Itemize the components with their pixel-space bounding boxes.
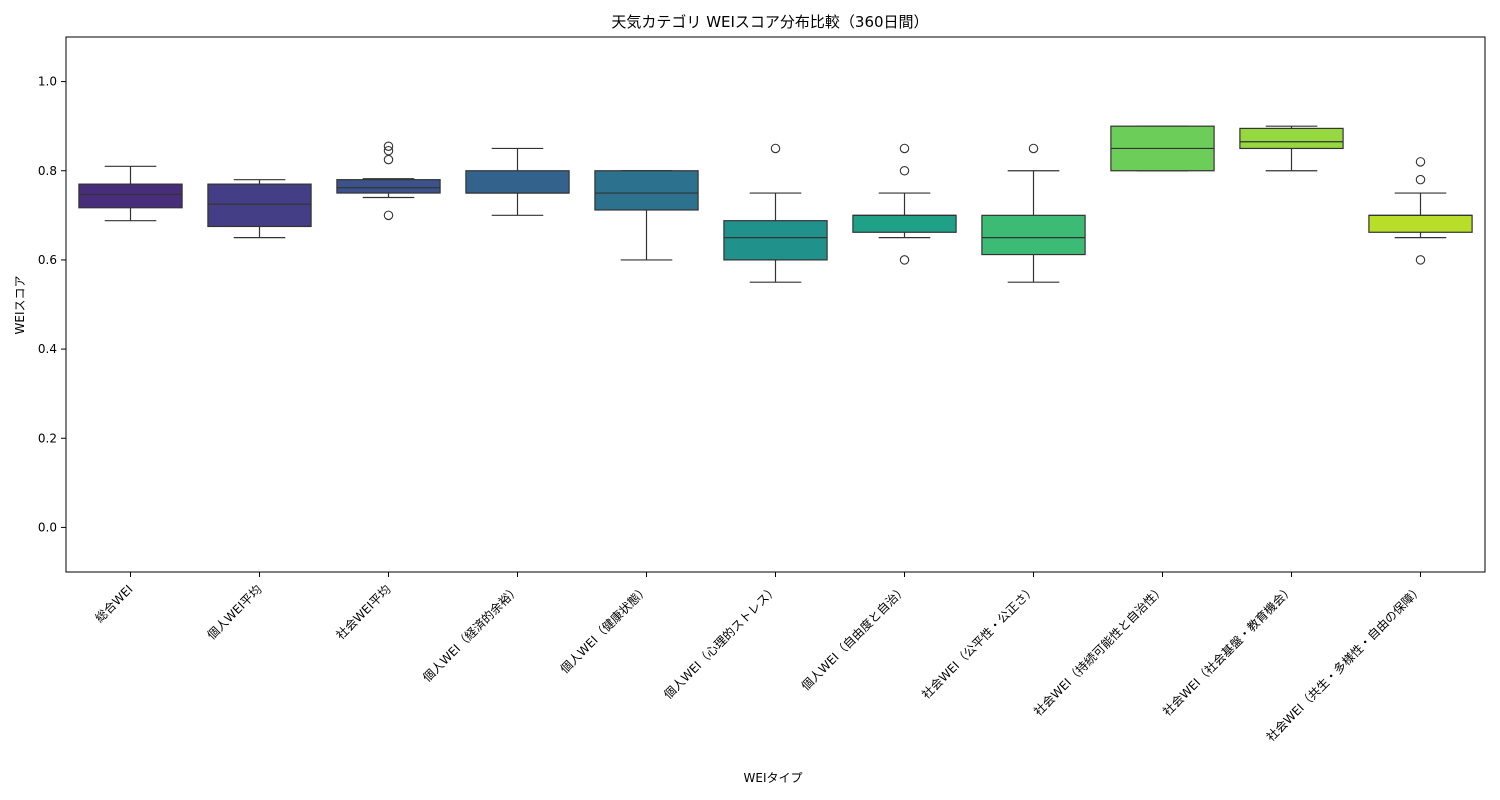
outlier-point — [383, 210, 394, 221]
y-tick-label: 0.4 — [38, 342, 57, 356]
outlier-point — [1415, 174, 1426, 185]
outlier-point — [383, 141, 394, 151]
outlier-point — [1415, 157, 1426, 167]
plot-frame — [65, 36, 1486, 573]
x-tick-label: 社会WEI（持続可能性と自治性） — [1030, 582, 1167, 719]
y-tick-label: 0.6 — [38, 253, 57, 267]
outlier-point — [770, 143, 781, 154]
x-tick-label: 個人WEI（健康状態） — [557, 582, 652, 677]
x-tick-label: 社会WEI（共生・多様性・自由の保障） — [1263, 582, 1426, 745]
x-tick-label: 社会WEI（公平性・公正さ） — [918, 582, 1038, 702]
x-tick-label: 個人WEI（自由度と自治） — [798, 582, 910, 694]
y-axis-label: WEIスコア — [13, 276, 27, 335]
box — [594, 170, 699, 211]
y-tick-label: 0.2 — [38, 431, 57, 445]
x-tick-label: 社会WEI平均 — [333, 582, 394, 643]
outlier-point — [899, 255, 910, 265]
box — [723, 220, 828, 261]
x-tick-label: 総合WEI — [92, 582, 136, 626]
chart-title: 天気カテゴリ WEIスコア分布比較（360日間） — [611, 13, 928, 31]
box — [336, 179, 441, 194]
box — [981, 214, 1086, 256]
y-tick-label: 1.0 — [38, 75, 57, 89]
x-tick-label: 社会WEI（社会基盤・教育機会） — [1159, 582, 1296, 719]
y-tick-label: 0.8 — [38, 164, 57, 178]
outlier-point — [899, 143, 910, 154]
x-tick-label: 個人WEI（心理的ストレス） — [660, 582, 780, 702]
y-tick-label: 0.0 — [38, 520, 57, 534]
box — [1239, 127, 1344, 150]
outlier-point — [899, 166, 910, 176]
box — [852, 214, 957, 233]
outlier-point — [1415, 255, 1426, 265]
box — [207, 183, 312, 228]
outlier-point — [383, 154, 394, 165]
box — [465, 170, 570, 194]
x-axis-label: WEIタイプ — [744, 771, 803, 785]
x-tick-label: 個人WEI平均 — [205, 582, 265, 642]
box — [78, 183, 183, 209]
x-tick-label: 個人WEI（経済的余裕） — [419, 582, 522, 685]
outlier-point — [1028, 143, 1039, 154]
box — [1368, 214, 1473, 233]
